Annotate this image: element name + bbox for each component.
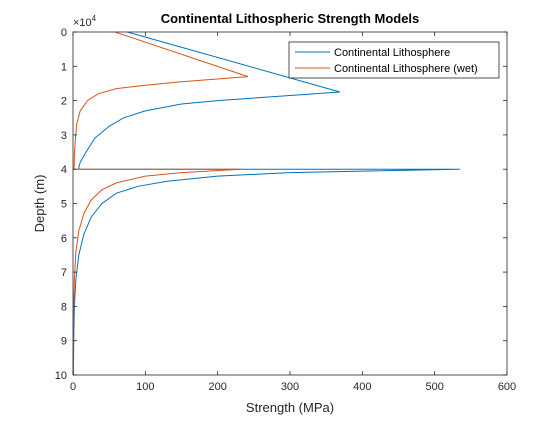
x-tick-label: 100	[136, 381, 154, 393]
legend-box	[288, 41, 500, 79]
series-line-1	[72, 31, 461, 376]
x-tick-label: 300	[281, 381, 299, 393]
y-tick-label: 9	[61, 336, 67, 348]
y-tick-label: 10	[55, 370, 67, 382]
y-tick-label: 7	[61, 267, 67, 279]
x-tick-label: 0	[70, 381, 76, 393]
x-tick-label: 500	[425, 381, 443, 393]
y-tick-label: 4	[61, 164, 67, 176]
legend-entry-1: Continental Lithosphere	[334, 47, 450, 59]
y-tick-label: 8	[61, 301, 67, 313]
legend-entry-2: Continental Lithosphere (wet)	[334, 63, 478, 75]
y-exponent-label: ×104	[73, 14, 97, 29]
y-tick-label: 5	[61, 199, 67, 211]
y-tick-label: 3	[61, 130, 67, 142]
y-tick-label: 6	[61, 233, 67, 245]
y-axis-label: Depth (m)	[32, 175, 47, 233]
y-tick-label: 0	[61, 27, 67, 39]
x-axis-label: Strength (MPa)	[246, 400, 334, 415]
plot-area	[73, 32, 507, 375]
y-tick-label: 2	[61, 96, 67, 108]
x-axis: 0 100 200 300 400 500 600	[70, 32, 516, 393]
y-tick-label: 1	[61, 61, 67, 73]
x-tick-label: 600	[498, 381, 516, 393]
legend: Continental Lithosphere Continental Lith…	[288, 41, 500, 79]
y-axis: 0 1 2 3 4 5 6 7 8 9 10	[55, 27, 507, 382]
x-tick-label: 200	[208, 381, 226, 393]
chart-title: Continental Lithospheric Strength Models	[161, 11, 420, 26]
x-tick-label: 400	[353, 381, 371, 393]
